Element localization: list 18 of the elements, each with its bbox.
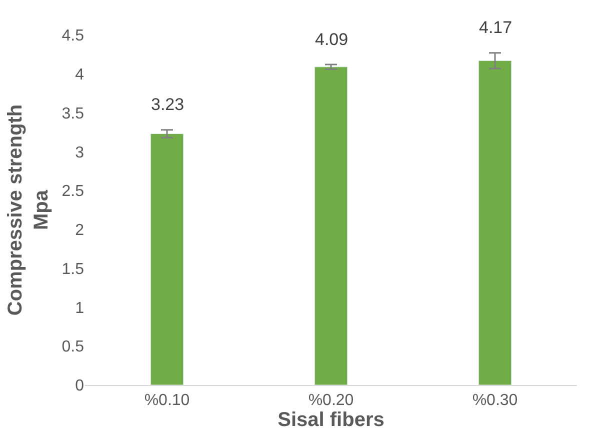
x-tick-label: %0.20 [308, 392, 354, 410]
y-tick-label: 1.5 [62, 260, 84, 278]
data-label: 4.17 [479, 18, 512, 37]
x-tick-label: %0.10 [144, 392, 190, 410]
x-axis-title: Sisal fibers [278, 409, 384, 432]
x-tick-label: %0.30 [472, 392, 518, 410]
data-label: 3.23 [151, 95, 184, 114]
y-tick-label: 0.5 [62, 338, 84, 356]
data-label: 4.09 [315, 30, 348, 49]
y-tick-label: 2.5 [62, 183, 84, 200]
y-tick-label: 4.5 [62, 28, 84, 45]
y-tick-label: 1 [75, 300, 84, 317]
y-tick-label: 3 [75, 144, 84, 162]
y-tick-label: 4 [75, 66, 84, 84]
y-tick-label: 2 [75, 222, 84, 240]
y-tick-label: 3.5 [62, 105, 84, 122]
y-tick-label: 0 [75, 378, 84, 395]
y-axis-title: Compressive strength Mpa [4, 104, 52, 316]
